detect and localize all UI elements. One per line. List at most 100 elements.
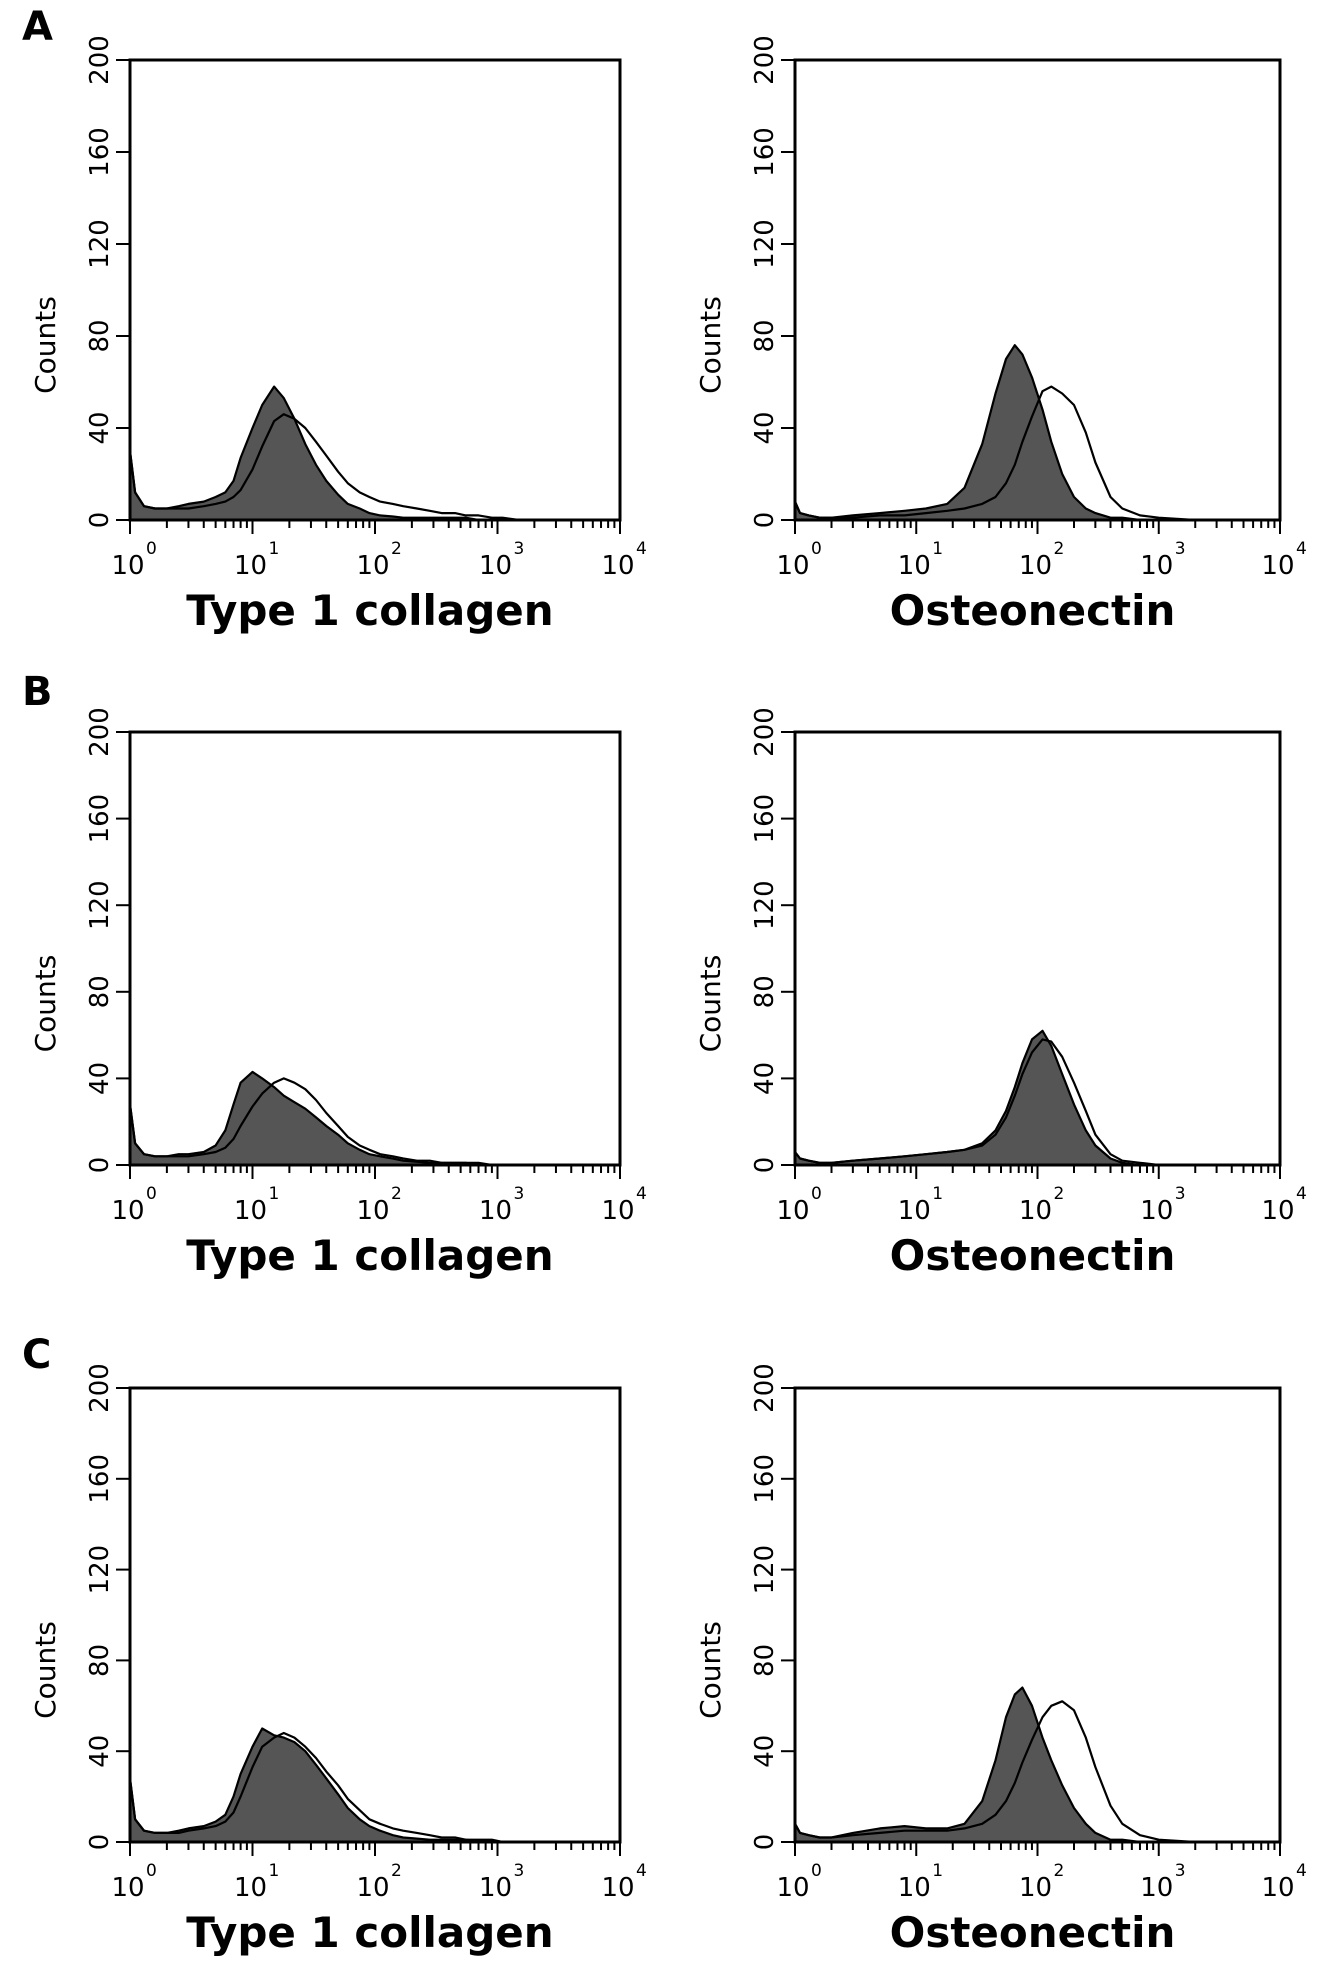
y-tick-label: 80	[85, 319, 115, 352]
y-tick-label: 160	[85, 127, 115, 177]
x-tick-label: 10	[1261, 551, 1294, 581]
histogram-panel: 10010110210310404080120160200CountsType …	[29, 35, 647, 635]
x-tick-label: 10	[479, 551, 512, 581]
y-tick-label: 0	[750, 512, 780, 529]
y-tick-label: 200	[85, 707, 115, 757]
x-tick-label: 10	[1140, 1196, 1173, 1226]
y-tick-label: 40	[750, 1735, 780, 1768]
x-tick-exponent: 2	[391, 539, 402, 559]
x-tick-label: 10	[234, 1873, 267, 1903]
y-tick-label: 0	[750, 1834, 780, 1851]
x-tick-label: 10	[111, 1873, 144, 1903]
x-tick-label: 10	[1019, 551, 1052, 581]
y-tick-label: 120	[85, 219, 115, 269]
x-tick-label: 10	[356, 1873, 389, 1903]
x-tick-exponent: 1	[932, 539, 943, 559]
histogram-panel: 10010110210310404080120160200CountsType …	[29, 707, 647, 1280]
y-axis-title: Counts	[29, 1621, 62, 1719]
x-tick-label: 10	[601, 551, 634, 581]
y-axis-title: Counts	[29, 296, 62, 394]
histogram-panel: 10010110210310404080120160200CountsOsteo…	[694, 707, 1307, 1280]
x-tick-exponent: 3	[1175, 539, 1186, 559]
x-tick-exponent: 4	[1296, 1861, 1307, 1881]
x-tick-exponent: 1	[269, 1861, 280, 1881]
x-tick-exponent: 4	[1296, 539, 1307, 559]
plot-frame	[128, 730, 622, 1167]
y-tick-label: 160	[85, 1454, 115, 1504]
x-axis-title: Type 1 collagen	[186, 586, 553, 635]
filled-histogram-series	[128, 1727, 622, 1844]
y-tick-label: 120	[750, 1545, 780, 1595]
panel-label: A	[22, 4, 53, 50]
x-tick-label: 10	[1261, 1196, 1294, 1226]
x-tick-exponent: 4	[1296, 1184, 1307, 1204]
x-tick-exponent: 2	[1054, 1861, 1065, 1881]
panel-label: C	[22, 1332, 51, 1378]
x-tick-exponent: 4	[636, 1184, 647, 1204]
y-tick-label: 80	[750, 1644, 780, 1677]
x-tick-exponent: 3	[514, 539, 525, 559]
x-tick-label: 10	[898, 551, 931, 581]
y-tick-label: 80	[85, 975, 115, 1008]
y-tick-label: 80	[750, 975, 780, 1008]
y-tick-label: 0	[85, 512, 115, 529]
y-tick-label: 160	[750, 794, 780, 844]
x-axis-title: Type 1 collagen	[186, 1908, 553, 1957]
x-tick-label: 10	[898, 1196, 931, 1226]
y-tick-label: 0	[85, 1834, 115, 1851]
y-tick-label: 40	[85, 1735, 115, 1768]
x-tick-exponent: 0	[146, 539, 157, 559]
filled-histogram-series	[793, 344, 1282, 522]
x-tick-exponent: 3	[514, 1861, 525, 1881]
open-histogram-series	[793, 385, 1280, 522]
plot-frame	[128, 1386, 622, 1844]
x-tick-label: 10	[601, 1873, 634, 1903]
histogram-panel: 10010110210310404080120160200CountsOsteo…	[694, 35, 1307, 635]
x-tick-exponent: 1	[932, 1861, 943, 1881]
y-tick-label: 80	[85, 1644, 115, 1677]
x-tick-label: 10	[234, 551, 267, 581]
open-histogram-series	[793, 1038, 1280, 1167]
y-tick-label: 200	[85, 35, 115, 85]
x-tick-exponent: 4	[636, 539, 647, 559]
open-histogram-series	[128, 413, 620, 522]
panel-label: B	[22, 669, 53, 715]
y-tick-label: 0	[750, 1157, 780, 1174]
y-tick-label: 40	[85, 1062, 115, 1095]
x-tick-label: 10	[111, 1196, 144, 1226]
x-tick-exponent: 3	[1175, 1184, 1186, 1204]
y-tick-label: 40	[750, 1062, 780, 1095]
y-tick-label: 120	[750, 219, 780, 269]
x-axis-title: Osteonectin	[890, 1231, 1176, 1280]
x-tick-label: 10	[356, 551, 389, 581]
x-tick-label: 10	[776, 1873, 809, 1903]
y-tick-label: 200	[750, 1363, 780, 1413]
plot-frame	[128, 58, 622, 522]
y-tick-label: 200	[750, 35, 780, 85]
x-tick-label: 10	[1140, 1873, 1173, 1903]
y-tick-label: 160	[750, 127, 780, 177]
x-tick-exponent: 0	[811, 539, 822, 559]
y-tick-label: 120	[85, 880, 115, 930]
x-tick-label: 10	[1019, 1873, 1052, 1903]
y-tick-label: 200	[85, 1363, 115, 1413]
y-tick-label: 160	[85, 794, 115, 844]
x-tick-exponent: 3	[514, 1184, 525, 1204]
open-histogram-series	[128, 1731, 620, 1844]
y-tick-label: 0	[85, 1157, 115, 1174]
y-tick-label: 80	[750, 319, 780, 352]
open-histogram-series	[793, 1700, 1280, 1844]
filled-histogram-series	[793, 1029, 1282, 1167]
x-tick-label: 10	[111, 551, 144, 581]
x-tick-exponent: 1	[932, 1184, 943, 1204]
y-tick-label: 40	[750, 411, 780, 444]
x-tick-exponent: 0	[811, 1184, 822, 1204]
x-axis-title: Osteonectin	[890, 586, 1176, 635]
x-tick-label: 10	[1261, 1873, 1294, 1903]
y-axis-title: Counts	[29, 955, 62, 1053]
x-tick-exponent: 3	[1175, 1861, 1186, 1881]
y-tick-label: 120	[85, 1545, 115, 1595]
histogram-panel: 10010110210310404080120160200CountsOsteo…	[694, 1363, 1307, 1957]
x-tick-exponent: 2	[1054, 1184, 1065, 1204]
